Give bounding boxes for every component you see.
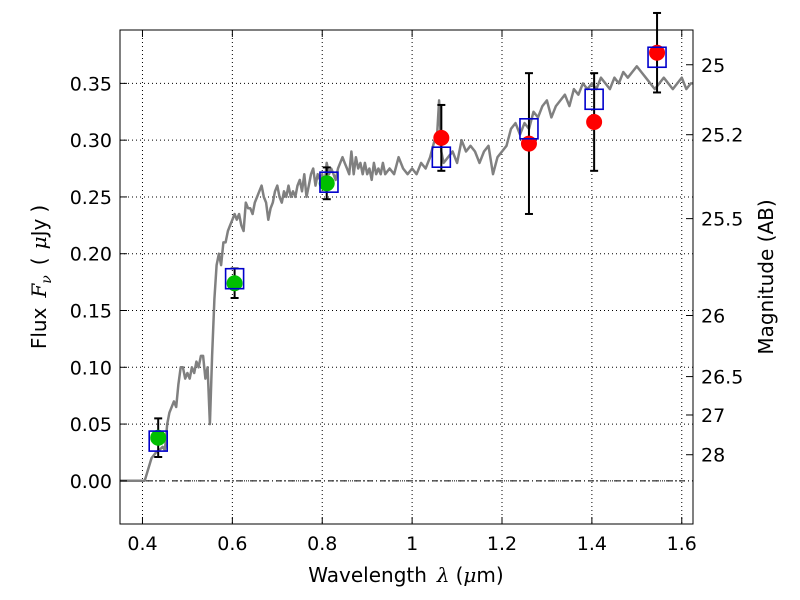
data-point-circle bbox=[226, 275, 243, 292]
x-tick-label: 1.2 bbox=[487, 533, 517, 555]
x-tick-label: 1.4 bbox=[577, 533, 607, 555]
y2-tick-label: 25 bbox=[701, 55, 725, 77]
data-point-circle bbox=[318, 175, 335, 192]
plot-frame bbox=[119, 29, 694, 525]
data-point-square bbox=[647, 46, 667, 69]
y2-axis: 25 25.2 25.5 26 26.5 27 28 bbox=[686, 55, 743, 467]
data-point-circle bbox=[586, 113, 603, 130]
data-point-square bbox=[148, 430, 168, 452]
x-tick-label: 0.4 bbox=[127, 533, 157, 555]
x-tick-label: 0.6 bbox=[217, 533, 247, 555]
data-point-square bbox=[431, 146, 452, 168]
x-tick-label: 1.6 bbox=[667, 533, 697, 555]
y2-tick-label: 28 bbox=[701, 445, 725, 467]
y-tick-label: 0.20 bbox=[70, 244, 112, 266]
data-point-square bbox=[224, 267, 245, 290]
y2-tick-label: 26.5 bbox=[701, 367, 743, 389]
x-axis: 0.4 0.6 0.8 1 1.2 1.4 1.6 bbox=[127, 30, 697, 555]
y-tick-label: 0.25 bbox=[70, 187, 112, 209]
y-tick-label: 0.00 bbox=[70, 471, 112, 493]
data-point-circle bbox=[150, 429, 167, 446]
y-tick-label: 0.10 bbox=[70, 357, 112, 379]
y2-tick-label: 27 bbox=[701, 405, 725, 427]
y-tick-label: 0.35 bbox=[70, 73, 112, 95]
y-tick-label: 0.30 bbox=[70, 130, 112, 152]
y-tick-label: 0.15 bbox=[70, 301, 112, 323]
x-tick-label: 1 bbox=[406, 533, 418, 555]
y-axis: 0.00 0.05 0.10 0.15 0.20 0.25 0.30 0.35 bbox=[70, 73, 127, 493]
y2-tick-label: 25.2 bbox=[701, 125, 743, 147]
y2-tick-label: 26 bbox=[701, 305, 725, 327]
plot-background bbox=[120, 30, 693, 524]
data-point-circle bbox=[520, 135, 537, 152]
data-point-square bbox=[319, 171, 339, 193]
y-axis-label: FluxFν(μJy) bbox=[27, 205, 55, 349]
data-point-square bbox=[584, 88, 604, 111]
y2-axis-label: Magnitude (AB) bbox=[754, 199, 778, 354]
y2-tick-label: 25.5 bbox=[701, 209, 743, 231]
model-spectrum-line bbox=[120, 65, 693, 483]
data-point-circle bbox=[433, 129, 450, 146]
x-axis-label: Wavelength λ (μm) bbox=[308, 563, 503, 587]
data-point-circle bbox=[649, 44, 666, 61]
x-tick-label: 0.8 bbox=[307, 533, 337, 555]
data-point-square bbox=[519, 118, 539, 140]
y-tick-label: 0.05 bbox=[70, 414, 112, 436]
data-markers bbox=[148, 44, 667, 452]
